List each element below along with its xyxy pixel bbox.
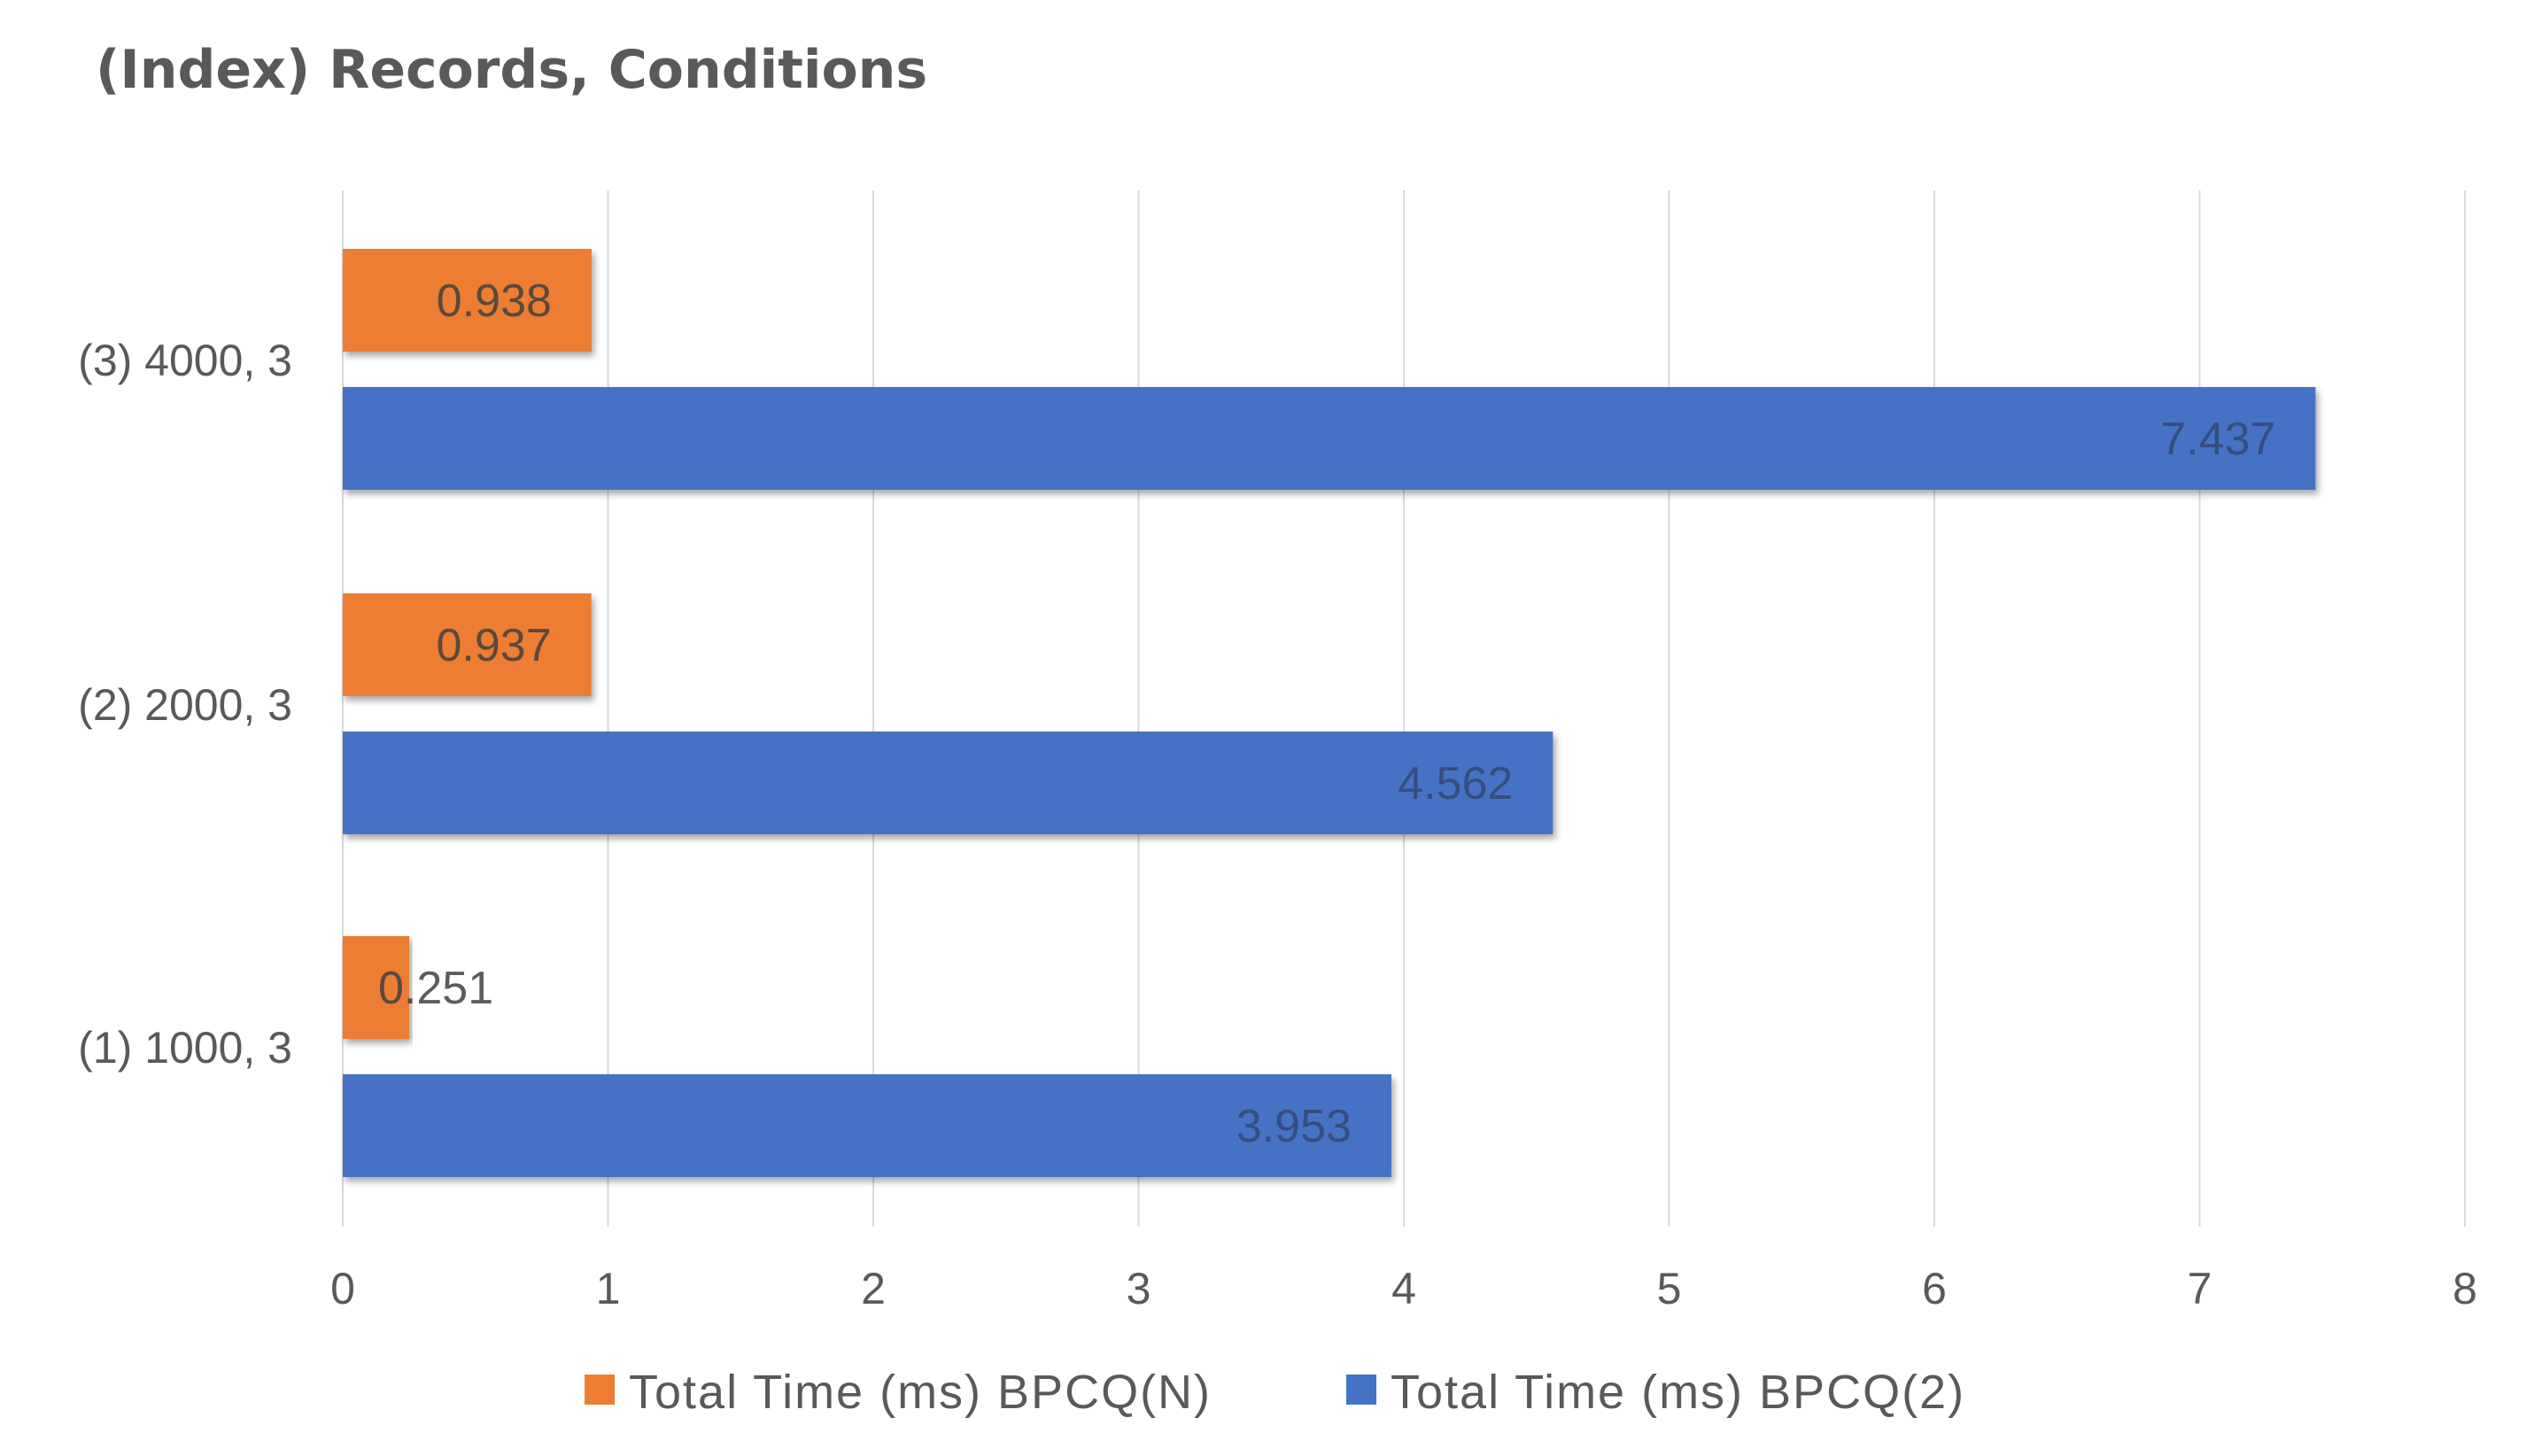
x-tick-label: 0 [330,1264,355,1313]
data-label: 3.953 [1236,1101,1352,1152]
y-tick-label: (2) 2000, 3 [78,680,292,730]
x-tick-label: 7 [2188,1264,2212,1313]
legend-label: Total Time (ms) BPCQ(2) [1391,1366,1965,1419]
x-tick-label: 3 [1127,1264,1151,1313]
data-labels: 0.251 3.953 0.937 4.562 0.938 7.437 [378,275,2275,1152]
data-label: 0.251 [378,963,493,1014]
data-label: 0.937 [436,620,551,671]
legend-label: Total Time (ms) BPCQ(N) [629,1366,1212,1419]
x-tick-label: 8 [2452,1264,2477,1313]
data-label: 4.562 [1398,758,1513,809]
bar-bpcq-2 [343,732,1554,834]
legend-swatch-bpcq-n [585,1375,615,1405]
y-tick-label: (1) 1000, 3 [78,1023,292,1073]
x-tick-label: 2 [861,1264,886,1313]
gridlines [342,190,2466,1227]
axes: 0 1 2 3 4 5 6 7 8 (1) 1000, 3 (2) 2000, 3 (3) 4000,… [78,336,2477,1313]
legend-swatch-bpcq-2 [1346,1375,1376,1405]
bar-bpcq-n [343,593,592,696]
bar-bpcq-2 [343,1074,1391,1177]
data-label: 0.938 [437,275,552,327]
x-tick-label: 1 [596,1264,621,1313]
y-tick-label: (3) 4000, 3 [78,336,292,385]
legend: Total Time (ms) BPCQ(N) Total Time (ms) B… [585,1366,1965,1419]
x-tick-label: 4 [1391,1264,1416,1313]
bars [343,249,2316,1177]
x-tick-label: 5 [1657,1264,1682,1313]
chart-title: (Index) Records, Conditions [96,39,928,101]
x-tick-label: 6 [1922,1264,1947,1313]
bar-bpcq-2 [343,387,2316,490]
data-label: 7.437 [2160,414,2275,465]
bar-bpcq-n [343,936,410,1039]
bar-bpcq-n [343,249,592,352]
